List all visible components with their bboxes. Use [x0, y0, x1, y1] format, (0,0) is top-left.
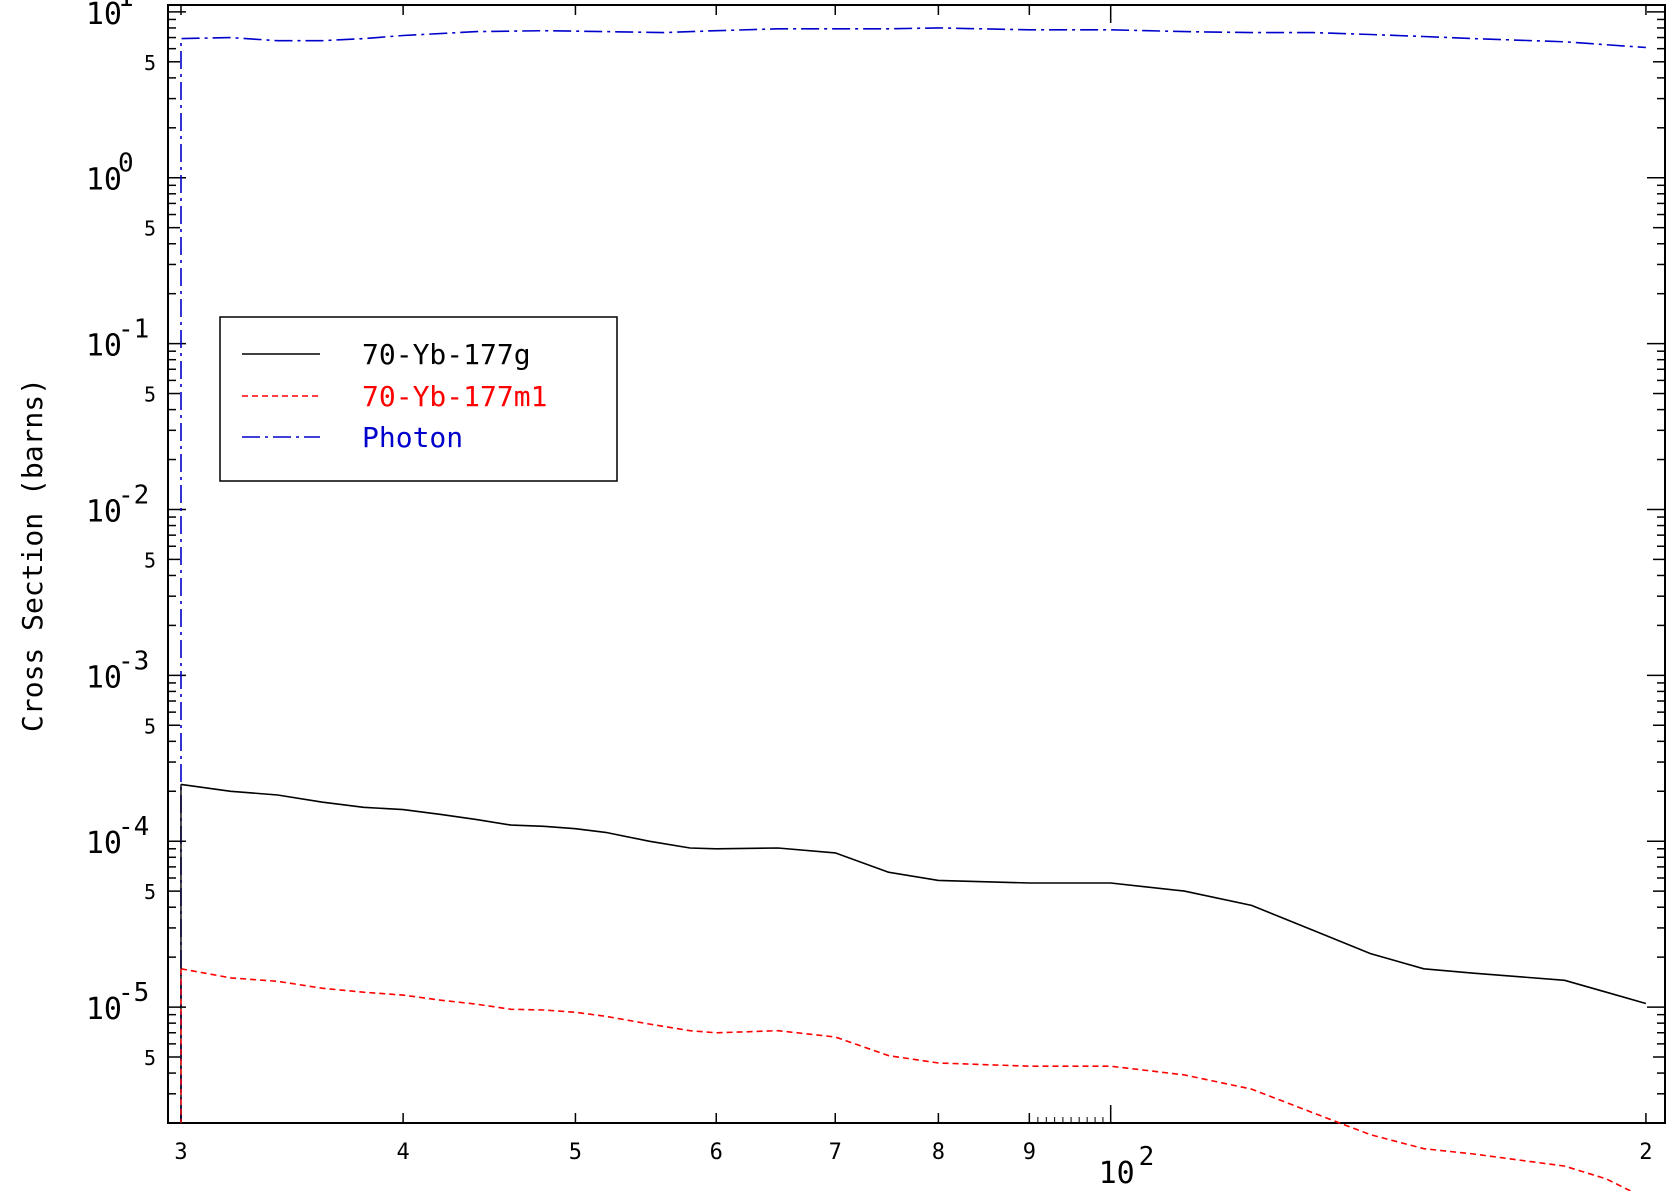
y-tick-exponent: -2 — [118, 480, 149, 510]
x-tick-label: 10 — [1099, 1156, 1135, 1191]
y-tick-label: 10 — [86, 163, 122, 198]
legend-label-70-yb-177m1: 70-Yb-177m1 — [362, 380, 547, 413]
y-tick-label: 5 — [144, 1046, 156, 1070]
x-tick-label: 9 — [1023, 1140, 1036, 1165]
y-tick-exponent: -3 — [118, 646, 149, 676]
y-tick-label: 10 — [86, 0, 122, 32]
y-tick-label: 5 — [144, 714, 156, 738]
y-tick-label: 10 — [86, 329, 122, 364]
y-tick-exponent: -5 — [118, 978, 149, 1008]
series-line-photon — [180, 27, 1646, 1123]
legend-label-photon: Photon — [362, 421, 463, 454]
legend: 70-Yb-177g 70-Yb-177m1 Photon — [219, 316, 618, 482]
y-tick-exponent: -1 — [118, 315, 149, 345]
x-tick-label: 5 — [569, 1140, 582, 1165]
y-tick-label: 10 — [86, 494, 122, 529]
legend-box — [219, 316, 618, 482]
y-tick-label: 10 — [86, 660, 122, 695]
x-tick-label: 4 — [397, 1140, 410, 1165]
x-axis-ticks: 3 4 5 6 7 8 910 2 2 — [174, 5, 1653, 1191]
y-tick-label: 5 — [144, 217, 156, 241]
series-line-70-yb-177g — [180, 783, 1647, 1005]
plot-frame — [167, 4, 1666, 1124]
x-tick-label: 2 — [1639, 1140, 1652, 1165]
y-tick-label: 10 — [86, 826, 122, 861]
x-tick-exponent: 2 — [1139, 1142, 1155, 1172]
legend-label-70-yb-177g: 70-Yb-177g — [362, 338, 531, 371]
y-tick-label: 5 — [144, 880, 156, 904]
x-tick-label: 7 — [829, 1140, 842, 1165]
y-axis-title: Cross Section (barns) — [16, 378, 49, 732]
y-tick-label: 10 — [86, 992, 122, 1027]
x-tick-label: 8 — [932, 1140, 945, 1165]
y-tick-label: 5 — [144, 548, 156, 572]
x-tick-label: 3 — [174, 1140, 187, 1165]
y-tick-exponent: 0 — [118, 149, 134, 179]
y-tick-exponent: -4 — [118, 812, 149, 842]
y-tick-label: 5 — [144, 383, 156, 407]
series-line-70-yb-177m1 — [180, 968, 1633, 1191]
y-tick-exponent: 1 — [118, 0, 134, 13]
x-tick-label: 6 — [710, 1140, 723, 1165]
y-tick-label: 5 — [144, 51, 156, 75]
series-layer — [180, 27, 1647, 1191]
